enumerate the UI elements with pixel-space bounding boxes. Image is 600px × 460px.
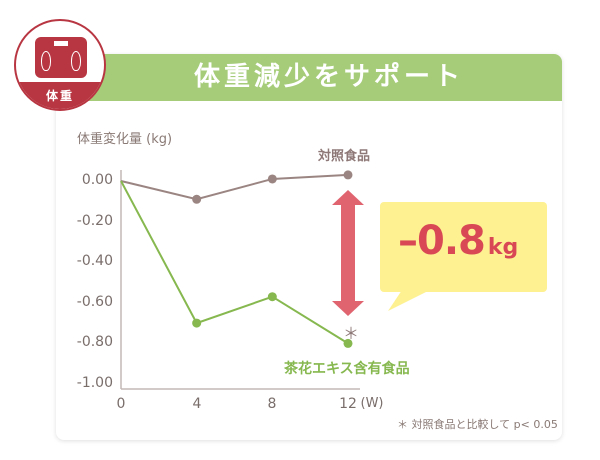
body-scale-icon <box>35 37 87 78</box>
badge-band <box>16 82 104 109</box>
y-tick: -0.20 <box>76 213 113 229</box>
test-series-points <box>192 292 353 348</box>
data-point <box>343 170 353 180</box>
callout-unit: kg <box>487 235 519 260</box>
data-point <box>267 292 277 302</box>
test-series-label: 茶花エキス含有食品 <box>284 361 410 377</box>
right-foot-icon <box>71 51 81 71</box>
difference-callout: –0.8 kg <box>380 202 547 292</box>
data-point <box>267 174 277 184</box>
bubble-tail <box>388 290 430 311</box>
x-tick: 0 <box>116 396 126 412</box>
data-point <box>192 194 202 204</box>
y-tick: -0.80 <box>76 334 113 350</box>
y-axis-label: 体重変化量 (kg) <box>77 132 173 147</box>
x-tick: 8 <box>267 396 277 412</box>
control-series-label: 対照食品 <box>318 149 371 164</box>
callout-text: –0.8 kg <box>398 218 518 264</box>
control-series-points <box>192 170 353 204</box>
page-title: 体重減少をサポート <box>194 62 465 92</box>
control-series-line <box>120 173 349 201</box>
test-series-line <box>120 180 349 345</box>
scale-display <box>54 41 68 46</box>
y-tick: -1.00 <box>76 375 113 391</box>
card-header: 体重減少をサポート <box>56 54 562 101</box>
x-tick: 4 <box>192 396 202 412</box>
double-arrow-icon <box>332 190 364 316</box>
badge-label: 体重 <box>45 89 74 103</box>
y-tick: 0.00 <box>81 172 113 188</box>
significance-mark: ＊ <box>343 324 360 343</box>
y-tick: -0.60 <box>76 294 113 310</box>
x-axis-unit: (W) <box>360 396 384 411</box>
callout-value: –0.8 <box>398 218 486 264</box>
left-foot-icon <box>41 51 51 71</box>
weight-badge: 体重 <box>14 19 106 111</box>
x-tick: 12 <box>339 396 357 412</box>
footnote: ＊ 対照食品と比較して p< 0.05 <box>397 418 558 431</box>
data-point <box>343 338 353 348</box>
data-point <box>192 318 202 328</box>
y-tick: -0.40 <box>76 253 113 269</box>
